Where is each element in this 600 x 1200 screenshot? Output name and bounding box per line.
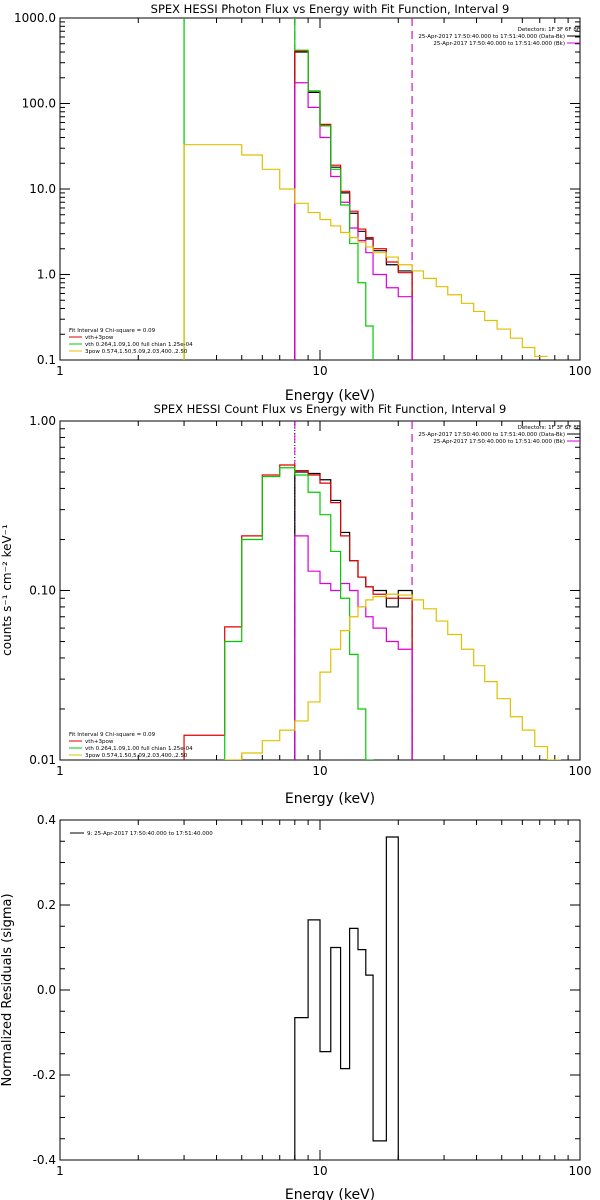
photon-flux-legend-data-bk: 25-Apr-2017 17:50:40.000 to 17:51:40.000…	[418, 34, 565, 40]
residuals-x-tick-label: 1	[56, 1164, 64, 1178]
photon-flux-panel: SPEX HESSI Photon Flux vs Energy with Fi…	[14, 2, 592, 404]
photon-flux-title: SPEX HESSI Photon Flux vs Energy with Fi…	[151, 2, 510, 16]
count-flux-total_fit-series	[183, 464, 413, 760]
photon-flux-observed-series	[294, 51, 413, 360]
residuals-y-tick-label: -0.4	[33, 1153, 56, 1167]
photon-flux-detectors-text: Detectors: 1F 3F 6F 8F	[518, 27, 580, 33]
photon-flux-legend-bottom-left: Fit Interval 9 Chi-square = 0.09 vth+3po…	[69, 328, 193, 355]
count-flux-title: SPEX HESSI Count Flux vs Energy with Fit…	[154, 402, 507, 416]
count-flux-fit-header: Fit Interval 9 Chi-square = 0.09	[69, 732, 156, 738]
count-flux-y-tick-label: 0.01	[29, 753, 56, 767]
photon-flux-legend-total: vth+3pow	[85, 335, 114, 341]
count-flux-legend-thermal: vth 0.264,1.09,1.00 full chian 1.25e-04	[85, 746, 193, 752]
count-flux-legend-total: vth+3pow	[85, 739, 114, 745]
count-flux-panel: SPEX HESSI Count Flux vs Energy with Fit…	[0, 402, 592, 807]
count-flux-power_law-series	[224, 593, 561, 760]
count-flux-series-group	[183, 464, 561, 760]
photon-flux-x-tick-label: 100	[569, 364, 592, 378]
photon-flux-legend-powerlaw: 3pow 0.574,1.50,5.09,2.03,400.,2.50	[85, 349, 188, 355]
photon-flux-y-tick-label: 0.1	[37, 353, 56, 367]
residuals-x-tick-label: 100	[569, 1164, 592, 1178]
count-flux-ylabel: counts s⁻¹ cm⁻² keV⁻¹	[0, 524, 14, 656]
photon-flux-magenta-series	[294, 82, 413, 360]
photon-flux-y-tick-label: 1000.0	[14, 11, 56, 25]
photon-flux-legend-bk: 25-Apr-2017 17:50:40.000 to 17:51:40.000…	[433, 41, 565, 47]
count-flux-x-tick-label: 10	[312, 764, 327, 778]
count-flux-magenta-series	[294, 535, 413, 760]
residuals-y-tick-label: 0.2	[37, 898, 56, 912]
residuals-legend-text: 9: 25-Apr-2017 17:50:40.000 to 17:51:40.…	[87, 831, 213, 837]
photon-flux-x-tick-label: 1	[56, 364, 64, 378]
count-flux-legend-bottom-left: Fit Interval 9 Chi-square = 0.09 vth+3po…	[69, 732, 193, 759]
residuals-xlabel: Energy (keV)	[285, 1187, 375, 1200]
count-flux-x-tick-label: 100	[569, 764, 592, 778]
photon-flux-series-group	[183, 18, 548, 360]
photon-flux-legend-thermal: vth 0.264,1.09,1.00 full chian 1.25e-04	[85, 342, 193, 348]
count-flux-plot-area: 1 10 100 0.01 0.10 1.00	[29, 414, 592, 778]
residuals-y-tick-label: 0.4	[37, 813, 56, 827]
residuals-x-tick-label: 10	[312, 1164, 327, 1178]
photon-flux-power_law-series	[183, 144, 548, 360]
photon-flux-fit-header: Fit Interval 9 Chi-square = 0.09	[69, 328, 156, 334]
photon-flux-thermal-series	[183, 18, 374, 360]
residuals-y-tick-label: -0.2	[33, 1068, 56, 1082]
photon-flux-x-tick-label: 10	[312, 364, 327, 378]
residuals-ylabel: Normalized Residuals (sigma)	[0, 893, 15, 1086]
count-flux-x-tick-label: 1	[56, 764, 64, 778]
photon-flux-xlabel: Energy (keV)	[285, 388, 375, 404]
count-flux-legend-top-right: Detectors: 1F 3F 6F 8F 25-Apr-2017 17:50…	[418, 425, 580, 445]
photon-flux-y-tick-label: 10.0	[29, 182, 56, 196]
photon-flux-y-tick-label: 100.0	[22, 97, 56, 111]
count-flux-y-tick-label: 1.00	[29, 414, 56, 428]
count-flux-y-tick-label: 0.10	[29, 584, 56, 598]
count-flux-thermal-series	[224, 467, 374, 760]
residuals-plot-area: 1 10 100 -0.4 -0.2 0.0 0.2 0.4	[33, 813, 592, 1178]
count-flux-legend-bk: 25-Apr-2017 17:50:40.000 to 17:51:40.000…	[433, 439, 565, 445]
residuals-y-tick-label: 0.0	[37, 983, 56, 997]
photon-flux-legend-top-right: Detectors: 1F 3F 6F 8F 25-Apr-2017 17:50…	[418, 27, 580, 47]
photon-flux-y-tick-label: 1.0	[37, 268, 56, 282]
residuals-series-group	[294, 836, 399, 1160]
photon-flux-plot-area: 1 10 100 0.1 1.0 10.0 100.0 1000.0	[14, 11, 592, 378]
count-flux-legend-powerlaw: 3pow 0.574,1.50,5.09,2.03,400.,2.50	[85, 753, 188, 759]
residuals-residuals-series	[294, 836, 399, 1160]
count-flux-xlabel: Energy (keV)	[285, 791, 375, 807]
count-flux-detectors-text: Detectors: 1F 3F 6F 8F	[518, 425, 580, 431]
count-flux-legend-data-bk: 25-Apr-2017 17:50:40.000 to 17:51:40.000…	[418, 432, 565, 438]
residuals-legend: 9: 25-Apr-2017 17:50:40.000 to 17:51:40.…	[70, 831, 213, 837]
residuals-panel: 1 10 100 -0.4 -0.2 0.0 0.2 0.4 Energy (keV) Nor…	[0, 813, 591, 1200]
